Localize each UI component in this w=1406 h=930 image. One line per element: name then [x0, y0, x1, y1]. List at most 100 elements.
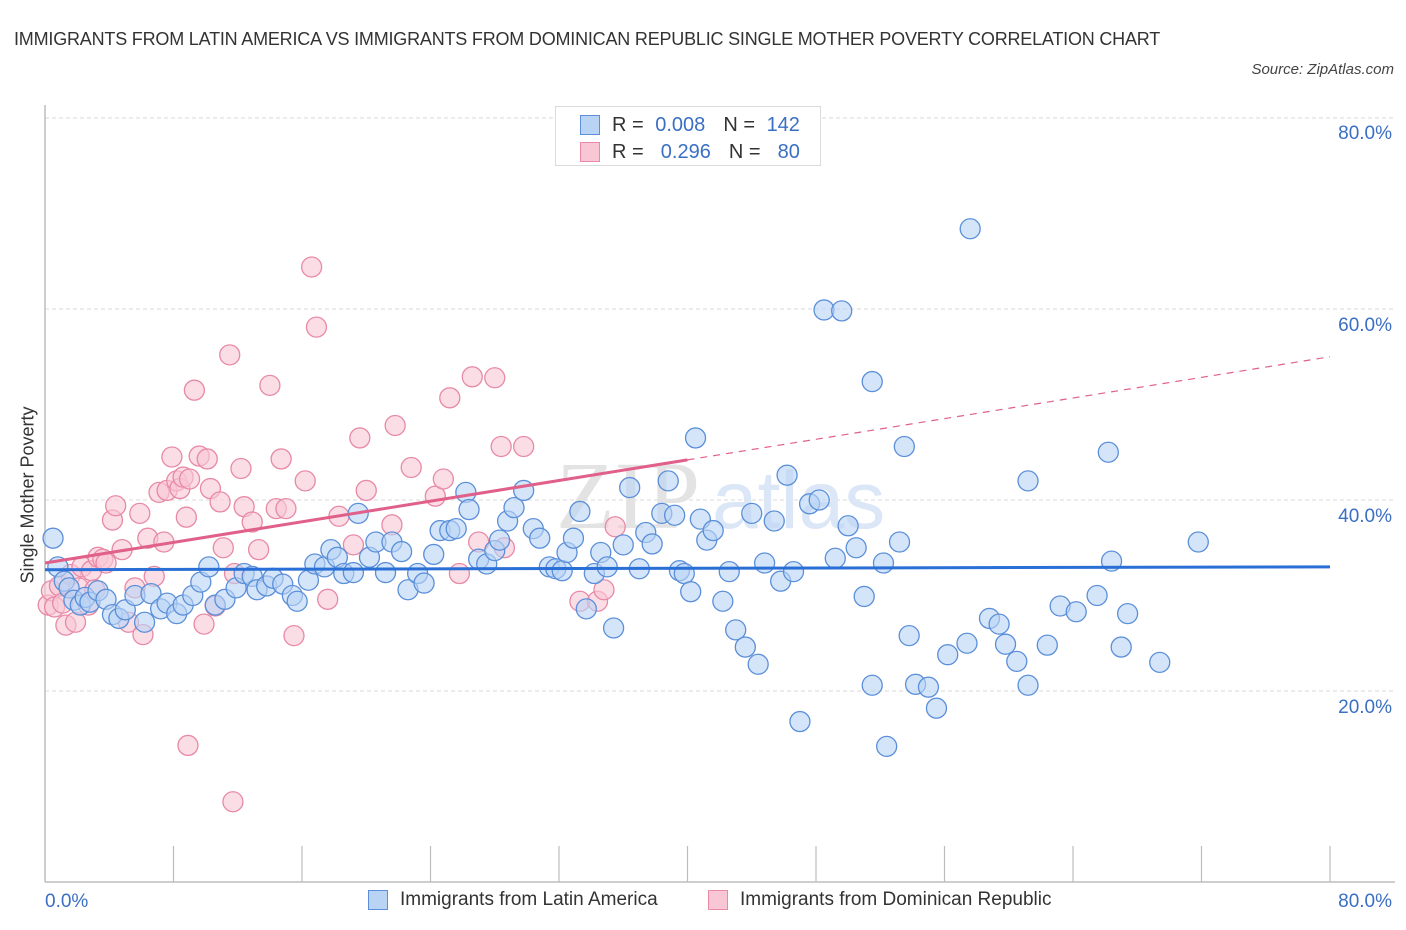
latin-america-point [286, 590, 308, 612]
stats-legend: R = 0.008 N = 142 R = 0.296 N = 80 [555, 106, 821, 166]
latin-america-point [657, 470, 679, 492]
legend-swatch-pink [580, 142, 600, 162]
trend-line-dominican-extension [687, 356, 1331, 461]
legend-item-dominican[interactable]: Immigrants from Dominican Republic [708, 889, 1052, 911]
latin-america-point [619, 476, 641, 499]
latin-america-point [1097, 441, 1119, 463]
dominican-point [247, 539, 270, 561]
dominican-point [400, 456, 422, 479]
latin-america-point [1036, 634, 1058, 656]
dominican-point [175, 506, 198, 528]
dominican-point [432, 468, 455, 490]
dominican-point [222, 791, 244, 813]
latin-america-point [596, 556, 618, 578]
latin-america-point [718, 560, 740, 583]
dominican-point [349, 427, 371, 449]
latin-america-point [956, 632, 978, 654]
latin-america-point [413, 572, 435, 594]
y-tick-label-60: 60.0% [1338, 315, 1392, 336]
latin-america-point [1110, 636, 1132, 658]
dominican-point [355, 479, 377, 502]
latin-america-point [342, 561, 365, 584]
dominican-point [196, 448, 218, 470]
dominican-point [183, 379, 206, 401]
latin-america-point [925, 697, 948, 719]
trend-line-dominican [44, 458, 688, 565]
n-value: 80 [772, 140, 800, 163]
stats-legend-row-dominican: R = 0.296 N = 80 [580, 139, 800, 165]
legend-swatch-blue [580, 115, 600, 135]
source-label: Source: ZipAtlas.com [1251, 61, 1394, 78]
latin-america-point [824, 547, 846, 569]
latin-america-point [831, 300, 853, 322]
dominican-point [193, 613, 215, 635]
r-label: R = [612, 113, 650, 136]
dominican-point [513, 435, 535, 458]
latin-america-point [641, 533, 663, 555]
latin-america-point [1086, 584, 1108, 607]
y-axis-label: Single Mother Poverty [17, 406, 38, 584]
legend-label: Immigrants from Latin America [400, 889, 658, 910]
legend-item-latin-america[interactable]: Immigrants from Latin America [368, 889, 658, 911]
latin-america-point [673, 562, 695, 585]
dominican-point [317, 588, 339, 610]
latin-america-point [42, 527, 64, 549]
latin-america-point [734, 636, 756, 658]
latin-america-point [503, 496, 525, 519]
n-label: N = [723, 113, 761, 136]
dominican-point [275, 497, 297, 520]
latin-america-point [782, 560, 805, 583]
latin-america-point [1116, 602, 1139, 625]
latin-america-point [664, 504, 686, 526]
latin-america-point [684, 427, 707, 449]
dominican-point [439, 387, 461, 409]
trend-line-latin-america [44, 565, 1331, 572]
dominican-point [342, 534, 365, 556]
x-tick-label-min: 0.0% [45, 891, 89, 912]
latin-america-point [861, 370, 883, 393]
latin-america-point [845, 537, 867, 559]
latin-america-point [423, 543, 445, 566]
latin-america-point [872, 552, 895, 574]
latin-america-point [837, 515, 859, 537]
dominican-point [283, 624, 305, 647]
dominican-point [300, 256, 323, 278]
y-tick-label-20: 20.0% [1338, 697, 1392, 718]
series-legend: Immigrants from Latin America Immigrants… [0, 889, 1406, 917]
latin-america-point [390, 540, 413, 563]
dominican-point [270, 448, 292, 470]
latin-america-point [888, 531, 911, 553]
latin-america-point [898, 624, 920, 647]
dominican-point [178, 468, 201, 490]
legend-swatch-blue [368, 890, 388, 910]
axes [44, 105, 1395, 883]
dominican-point [230, 457, 252, 480]
latin-america-point [876, 735, 898, 758]
latin-america-point [198, 556, 220, 578]
latin-america-point [445, 518, 467, 540]
dominican-point [209, 491, 231, 513]
y-tick-label-40: 40.0% [1338, 506, 1392, 527]
y-tick-label-80: 80.0% [1338, 123, 1392, 144]
latin-america-point [917, 676, 940, 698]
latin-america-point [1065, 601, 1087, 623]
latin-america-point [763, 510, 785, 532]
watermark-atlas: atlas [712, 455, 885, 546]
latin-america-point [602, 617, 625, 639]
chart-title: IMMIGRANTS FROM LATIN AMERICA VS IMMIGRA… [14, 29, 1161, 49]
dominican-point [177, 734, 199, 757]
dominican-point [241, 511, 263, 533]
latin-america-point [562, 527, 585, 549]
trend-lines [44, 356, 1331, 572]
latin-america-point [725, 619, 747, 641]
latin-america-point [1017, 674, 1039, 696]
latin-america-point [1017, 470, 1039, 492]
latin-america-point [959, 218, 981, 240]
latin-america-point [374, 561, 397, 584]
latin-america-point [893, 435, 915, 458]
latin-america-point [680, 581, 702, 603]
x-tick-label-max: 80.0% [1338, 891, 1392, 912]
latin-america-point [808, 489, 830, 511]
latin-america-point [1006, 650, 1028, 673]
